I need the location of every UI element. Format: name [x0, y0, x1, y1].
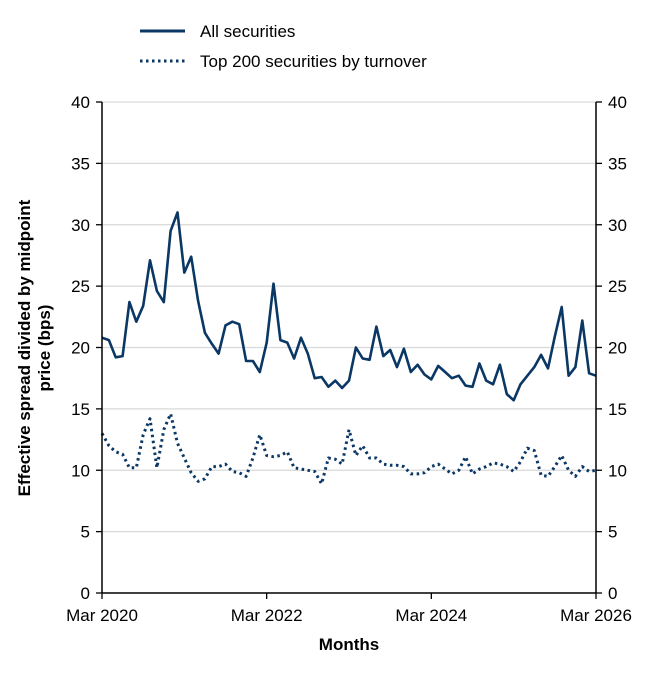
y-tick-label-left: 20	[71, 339, 90, 358]
legend-label-all: All securities	[200, 22, 295, 41]
y-tick-label-right: 30	[608, 216, 627, 235]
y-tick-label-left: 0	[81, 584, 90, 603]
x-tick-label: Mar 2026	[560, 606, 632, 625]
y-axis-label-line1: Effective spread divided by midpoint	[15, 199, 34, 496]
y-tick-label-right: 5	[608, 523, 617, 542]
y-tick-label-right: 10	[608, 461, 627, 480]
y-tick-label-left: 30	[71, 216, 90, 235]
y-tick-label-left: 15	[71, 400, 90, 419]
y-tick-label-right: 40	[608, 93, 627, 112]
x-tick-label: Mar 2022	[231, 606, 303, 625]
y-tick-label-left: 5	[81, 523, 90, 542]
y-tick-label-left: 35	[71, 154, 90, 173]
y-axis-label-line2: price (bps)	[35, 305, 54, 392]
x-tick-label: Mar 2020	[66, 606, 138, 625]
series-line-all-securities	[101, 211, 597, 402]
y-tick-label-right: 0	[608, 584, 617, 603]
y-tick-label-right: 20	[608, 339, 627, 358]
x-axis-label: Months	[319, 635, 379, 654]
y-tick-label-left: 25	[71, 277, 90, 296]
y-tick-label-right: 35	[608, 154, 627, 173]
y-tick-label-right: 15	[608, 400, 627, 419]
legend: All securities Top 200 securities by tur…	[140, 22, 427, 71]
y-tick-label-left: 40	[71, 93, 90, 112]
y-tick-label-left: 10	[71, 461, 90, 480]
x-tick-label: Mar 2024	[395, 606, 467, 625]
y-tick-label-right: 25	[608, 277, 627, 296]
series-line-top200	[100, 412, 597, 486]
y-axis-label: Effective spread divided by midpoint pri…	[15, 199, 54, 496]
legend-label-top200: Top 200 securities by turnover	[200, 52, 427, 71]
